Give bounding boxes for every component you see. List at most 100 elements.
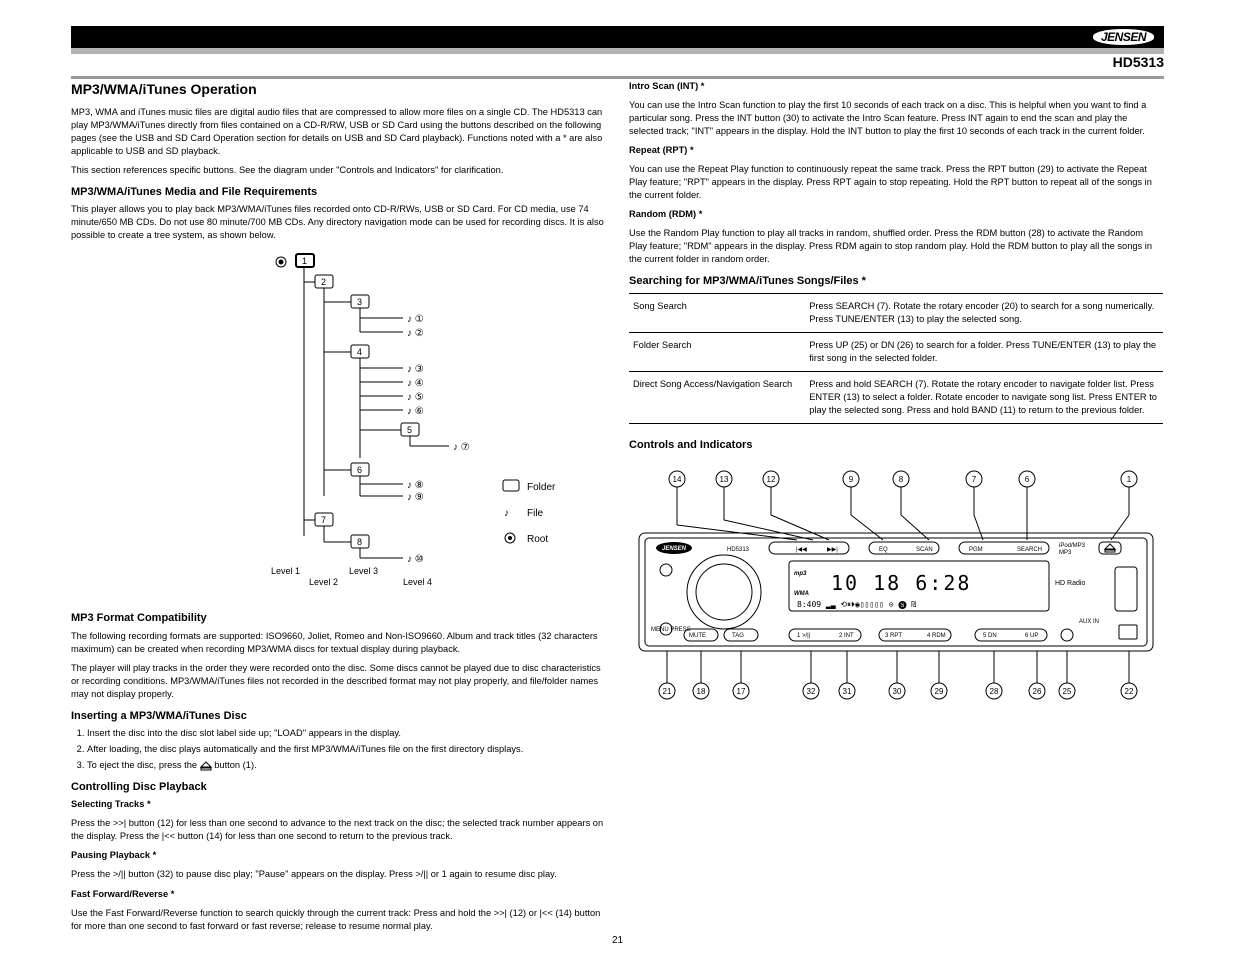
sub-intro: Intro Scan (INT) * (629, 81, 704, 91)
sub-ff: Fast Forward/Reverse * (71, 889, 174, 899)
h-format: MP3 Format Compatibility (71, 611, 605, 626)
step-1: Insert the disc into the disc slot label… (87, 727, 605, 740)
h-insert: Inserting a MP3/WMA/iTunes Disc (71, 709, 605, 724)
radio-figure: 14 13 12 9 8 7 6 1 (629, 465, 1163, 729)
svg-text:2 INT: 2 INT (839, 633, 854, 639)
h-search: Searching for MP3/WMA/iTunes Songs/Files… (629, 274, 1163, 289)
sub-rdm: Random (RDM) * (629, 209, 702, 219)
svg-text:8:409 ▂▃ ⟲⏸⏵◉▯▯▯▯▯ ⊙ 🅢 ₪: 8:409 ▂▃ ⟲⏸⏵◉▯▯▯▯▯ ⊙ 🅢 ₪ (797, 600, 916, 609)
p-select: Press the >>| button (12) for less than … (71, 817, 605, 843)
right-column: Intro Scan (INT) * You can use the Intro… (629, 80, 1163, 939)
svg-text:♪ ⑦: ♪ ⑦ (453, 442, 470, 453)
page-number: 21 (612, 935, 623, 946)
intro-p1: MP3, WMA and iTunes music files are digi… (71, 106, 605, 158)
svg-text:18: 18 (697, 687, 706, 696)
svg-text:♪ ⑤: ♪ ⑤ (407, 392, 424, 403)
eject-icon (200, 761, 212, 771)
svg-text:7: 7 (972, 475, 977, 484)
svg-text:30: 30 (893, 687, 902, 696)
sub-pause: Pausing Playback * (71, 850, 156, 860)
p-pause: Press the >/|| button (32) to pause disc… (71, 868, 605, 881)
p-rdm: Use the Random Play function to play all… (629, 227, 1163, 266)
p-format-1: The following recording formats are supp… (71, 630, 605, 656)
p-format-2: The player will play tracks in the order… (71, 662, 605, 701)
grey-rule-mid (71, 76, 1164, 79)
svg-text:Level 1: Level 1 (271, 566, 300, 576)
brand-logo: JENSEN (1093, 29, 1154, 45)
svg-text:mp3: mp3 (794, 571, 807, 577)
svg-text:6: 6 (357, 465, 362, 475)
svg-text:5: 5 (407, 425, 412, 435)
svg-text:14: 14 (673, 475, 682, 484)
svg-text:6 UP: 6 UP (1025, 633, 1038, 639)
step-3-post: button (1). (214, 760, 256, 770)
svg-text:HD Radio: HD Radio (1055, 580, 1085, 587)
step-3-pre: To eject the disc, press the (87, 760, 200, 770)
svg-text:Folder: Folder (527, 482, 556, 493)
p-media: This player allows you to play back MP3/… (71, 203, 605, 242)
radio-svg: 14 13 12 9 8 7 6 1 (629, 465, 1163, 725)
svg-text:HD5313: HD5313 (727, 547, 750, 553)
svg-text:♪ ⑧: ♪ ⑧ (407, 480, 424, 491)
svg-text:TAG: TAG (732, 633, 744, 639)
p-intro: You can use the Intro Scan function to p… (629, 99, 1163, 138)
svg-text:♪ ⑥: ♪ ⑥ (407, 406, 424, 417)
svg-text:♪ ④: ♪ ④ (407, 378, 424, 389)
intro-p2: This section references specific buttons… (71, 164, 605, 177)
svg-text:▶▶|: ▶▶| (827, 547, 838, 553)
svg-text:♪: ♪ (504, 508, 509, 519)
row-1-l: Folder Search (629, 332, 805, 371)
svg-text:2: 2 (321, 277, 326, 287)
svg-text:♪ ⑨: ♪ ⑨ (407, 492, 424, 503)
svg-text:28: 28 (990, 687, 999, 696)
svg-text:Root: Root (527, 534, 548, 545)
svg-text:31: 31 (843, 687, 852, 696)
row-2-l: Direct Song Access/Navigation Search (629, 371, 805, 423)
left-column: MP3/WMA/iTunes Operation MP3, WMA and iT… (71, 80, 605, 939)
svg-text:WMA: WMA (794, 591, 809, 597)
svg-text:MP3: MP3 (1059, 550, 1072, 556)
svg-text:♪ ①: ♪ ① (407, 314, 424, 325)
svg-text:MUTE: MUTE (689, 633, 706, 639)
svg-text:Level 3: Level 3 (349, 566, 378, 576)
p-ff: Use the Fast Forward/Reverse function to… (71, 907, 605, 933)
section-title: MP3/WMA/iTunes Operation (71, 80, 605, 100)
h-media: MP3/WMA/iTunes Media and File Requiremen… (71, 185, 605, 200)
svg-text:PGM: PGM (969, 547, 983, 553)
svg-text:|◀◀: |◀◀ (796, 547, 807, 553)
svg-text:AUX IN: AUX IN (1079, 619, 1099, 625)
svg-text:17: 17 (737, 687, 746, 696)
svg-text:25: 25 (1063, 687, 1072, 696)
h-controls: Controls and Indicators (629, 438, 1163, 453)
svg-text:7: 7 (321, 515, 326, 525)
svg-text:EQ: EQ (879, 547, 888, 553)
svg-text:1 >/||: 1 >/|| (797, 633, 811, 639)
h-play: Controlling Disc Playback (71, 780, 605, 795)
svg-text:10 18 6:28: 10 18 6:28 (831, 571, 971, 595)
insert-steps: Insert the disc into the disc slot label… (87, 727, 605, 772)
svg-text:8: 8 (357, 537, 362, 547)
row-0-r: Press SEARCH (7). Rotate the rotary enco… (805, 293, 1163, 332)
svg-text:File: File (527, 508, 544, 519)
svg-text:SEARCH: SEARCH (1017, 547, 1042, 553)
header-bar: JENSEN (71, 26, 1164, 48)
svg-text:Level 4: Level 4 (403, 577, 432, 587)
svg-text:iPod/MP3: iPod/MP3 (1059, 543, 1086, 549)
product-code: HD5313 (1113, 54, 1164, 70)
tree-svg: 2 3 4 (271, 252, 591, 597)
step-2: After loading, the disc plays automatica… (87, 743, 605, 756)
svg-text:26: 26 (1033, 687, 1042, 696)
row-0-l: Song Search (629, 293, 805, 332)
svg-text:5 DN: 5 DN (983, 633, 997, 639)
svg-text:♪ ③: ♪ ③ (407, 364, 424, 375)
sub-rpt: Repeat (RPT) * (629, 145, 694, 155)
svg-text:4 RDM: 4 RDM (927, 633, 946, 639)
svg-text:4: 4 (357, 347, 362, 357)
svg-text:JENSEN: JENSEN (662, 546, 687, 552)
p-rpt: You can use the Repeat Play function to … (629, 163, 1163, 202)
svg-text:29: 29 (935, 687, 944, 696)
svg-text:3: 3 (357, 297, 362, 307)
content-area: MP3/WMA/iTunes Operation MP3, WMA and iT… (71, 80, 1164, 939)
svg-text:8: 8 (899, 475, 904, 484)
svg-text:9: 9 (849, 475, 854, 484)
